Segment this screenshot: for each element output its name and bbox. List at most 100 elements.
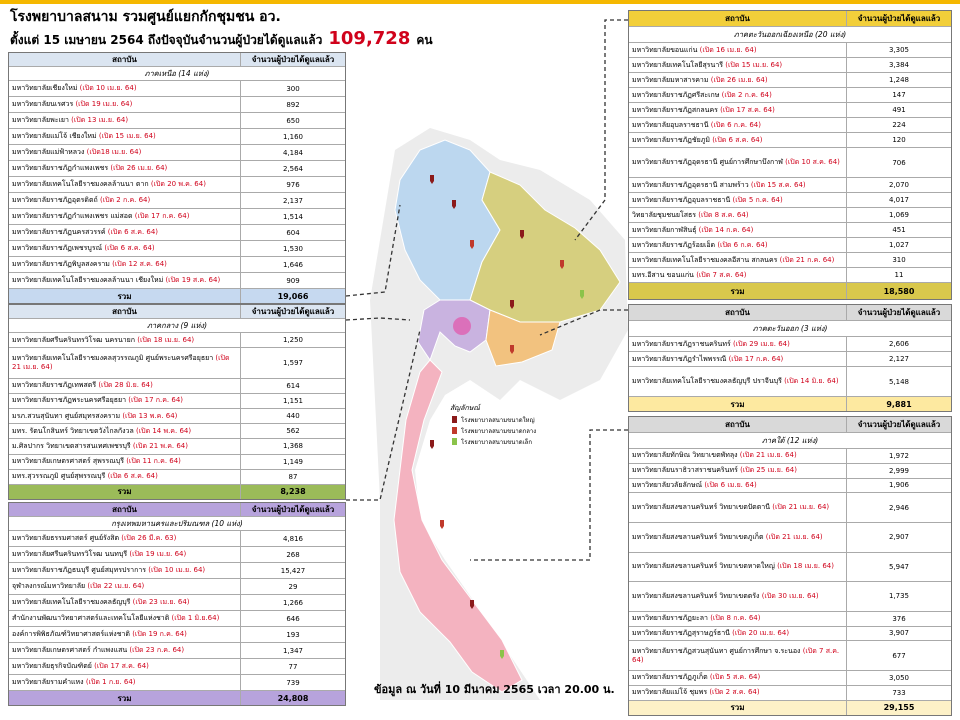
opening-date: (เปิด 16 เม.ย. 64) [699, 45, 757, 54]
patient-count: 733 [892, 688, 906, 697]
table-row: ม.ศิลปากร วิทยาเขตสารสนเทศเพชรบุรี (เปิด… [9, 439, 345, 455]
header-cell: สถาบัน [629, 305, 847, 320]
name-cell: มหาวิทยาลัยนราธิวาสราชนครินทร์ (เปิด 25 … [629, 463, 847, 478]
name-cell: มหาวิทยาลัยราชภัฏรำไพพรรณี (เปิด 17 ก.ค.… [629, 352, 847, 366]
connectors [345, 19, 628, 561]
table-row: มหาวิทยาลัยขอนแก่น (เปิด 16 เม.ย. 64) 3,3… [629, 43, 951, 58]
table-row: มทร.สุวรรณภูมิ ศูนย์สุพรรณบุรี (เปิด 6 ส… [9, 469, 345, 485]
institution-name: มหาวิทยาลัยศรีนครินทรวิโรฒ นครนายก [12, 335, 135, 344]
opening-date: (เปิด 2 ก.ค. 64) [99, 196, 151, 204]
name-wrap: มหาวิทยาลัยราชภัฏพระนครศรีอยุธยา (เปิด 1… [12, 395, 183, 406]
institution-name: มหาวิทยาลัยศรีนครินทรวิโรฒ นนทบุรี [12, 550, 128, 558]
table-row: องค์การพิพิธภัณฑ์วิทยาศาสตร์แห่งชาติ (เป… [9, 627, 345, 643]
patient-count: 976 [286, 180, 300, 189]
institution-name: มหาวิทยาลัยเทคโนโลยีราชมงคลล้านนา ตาก [12, 180, 149, 188]
grand-total: 109,728 [328, 28, 411, 49]
total-label: รวม [9, 289, 241, 303]
opening-date: (เปิด 21 ก.ค. 64) [779, 255, 835, 264]
opening-date: (เปิด 6 ส.ค. 64) [712, 135, 763, 144]
name-cell: มหาวิทยาลัยราชภัฏสกลนคร (เปิด 17 ส.ค. 64… [629, 103, 847, 117]
patient-count: 1,248 [888, 76, 910, 84]
opening-date: (เปิด 12 ส.ค. 64) [112, 260, 167, 268]
page-title: โรงพยาบาลสนาม รวมศูนย์แยกกักชุมชน อว. [10, 9, 281, 25]
legend-label: โรงพยาบาลสนามขนาดใหญ่ [461, 416, 535, 424]
patient-count: 2,907 [888, 533, 910, 542]
patient-count: 2,606 [888, 340, 910, 348]
region-title: กรุงเทพมหานครและปริมณฑล (10 แห่ง) [9, 517, 345, 531]
institution-name: มหาวิทยาลัยธุรกิจบัณฑิตย์ [12, 662, 92, 670]
institution-name: จุฬาลงกรณ์มหาวิทยาลัย [12, 582, 86, 590]
name-wrap: มหาวิทยาลัยราชภัฏชัยภูมิ (เปิด 6 ส.ค. 64… [632, 135, 763, 146]
patient-count: 562 [286, 427, 300, 436]
header-cell: จำนวนผู้ป่วยได้ดูแลแล้ว [241, 503, 345, 516]
opening-date: (เปิด 26 มี.ค. 63) [121, 534, 177, 542]
institution-name: มหาวิทยาลัยเกษตรศาสตร์ กำแพงแสน [12, 646, 128, 654]
name-cell: จุฬาลงกรณ์มหาวิทยาลัย (เปิด 22 เม.ย. 64) [9, 579, 241, 594]
name-cell: มหาวิทยาลัยราชภัฏพระนครศรีอยุธยา (เปิด 1… [9, 393, 241, 408]
table-row: มหาวิทยาลัยเกษตรศาสตร์ กำแพงแสน (เปิด 23… [9, 643, 345, 659]
name-wrap: วิทยาลัยชุมชนยโสธร (เปิด 8 ส.ค. 64) [632, 210, 749, 221]
opening-date: (เปิด 19 เม.ย. 64) [75, 100, 133, 108]
patient-count: 1,347 [282, 646, 304, 655]
patient-count: 2,999 [888, 466, 910, 475]
name-wrap: มหาวิทยาลัยราชภัฏอุตรดิตถ์ (เปิด 2 ก.ค. … [12, 195, 150, 206]
institution-name: มหาวิทยาลัยสงขลานครินทร์ วิทยาเขตตรัง [632, 591, 760, 600]
patient-count: 4,816 [282, 534, 304, 543]
name-wrap: มหาวิทยาลัยราชภัฏอุดรธานี สามพร้าว (เปิด… [632, 180, 806, 191]
opening-date: (เปิด 1 มิ.ย.64) [171, 614, 220, 622]
institution-name: มหาวิทยาลัยพะเยา [12, 116, 69, 124]
region-title: ภาคเหนือ (14 แห่ง) [9, 67, 345, 81]
header-text: สถาบัน [112, 505, 137, 514]
patient-count: 677 [892, 651, 906, 660]
opening-date: (เปิด 10 ส.ค. 64) [785, 158, 840, 166]
name-cell: มหาวิทยาลัยราชภัฏชัยภูมิ (เปิด 6 ส.ค. 64… [629, 133, 847, 147]
table-row: มหาวิทยาลัยราชภัฏยะลา (เปิด 8 ก.ค. 64) 37… [629, 611, 951, 627]
name-cell: มหาวิทยาลัยเทคโนโลยีราชมงคลล้านนา ตาก (เ… [9, 177, 241, 192]
table-row: มหาวิทยาลัยราชภัฏพิบูลสงคราม (เปิด 12 ส.… [9, 257, 345, 273]
header-cell: สถาบัน [629, 417, 847, 432]
name-wrap: มหาวิทยาลัยสงขลานครินทร์ วิทยาเขตภูเก็ต … [632, 533, 823, 542]
opening-date: (เปิด 6 ก.ค. 64) [717, 240, 768, 249]
institution-name: มหาวิทยาลัยราชภัฏพิบูลสงคราม [12, 260, 110, 268]
table-row: มหาวิทยาลัยราชภัฏอุตรดิตถ์ (เปิด 2 ก.ค. … [9, 193, 345, 209]
opening-date: (เปิด 6 ก.ค. 64) [710, 120, 761, 129]
table-row: มหาวิทยาลัยธุรกิจบัณฑิตย์ (เปิด 17 ส.ค. … [9, 659, 345, 675]
opening-date: (เปิด 6 เม.ย. 64) [704, 480, 757, 489]
name-cell: มหาวิทยาลัยราชภัฏเพชรบูรณ์ (เปิด 6 ส.ค. … [9, 241, 241, 256]
name-wrap: มหาวิทยาลัยนเรศวร (เปิด 19 เม.ย. 64) [12, 99, 132, 110]
header-cell: จำนวนผู้ป่วยได้ดูแลแล้ว [847, 417, 951, 432]
table-header: สถาบัน จำนวนผู้ป่วยได้ดูแลแล้ว [629, 11, 951, 27]
header-text: สถาบัน [725, 420, 750, 429]
name-cell: มหาวิทยาลัยนเรศวร (เปิด 19 เม.ย. 64) [9, 97, 241, 112]
patient-count: 224 [892, 121, 906, 129]
header-text: จำนวนผู้ป่วยได้ดูแลแล้ว [251, 307, 335, 316]
name-cell: มหาวิทยาลัยสงขลานครินทร์ วิทยาเขตปัตตานี… [629, 493, 847, 522]
institution-name: มหาวิทยาลัยเชียงใหม่ [12, 84, 78, 92]
name-cell: มหาวิทยาลัยเกษตรศาสตร์ กำแพงแสน (เปิด 23… [9, 643, 241, 658]
name-cell: สำนักงานพัฒนาวิทยาศาสตร์และเทคโนโลยีแห่ง… [9, 611, 241, 626]
table-row: มหาวิทยาลัยทักษิณ วิทยาเขตพัทลุง (เปิด 2… [629, 449, 951, 464]
header-text: จำนวนผู้ป่วยได้ดูแลแล้ว [857, 308, 941, 317]
opening-date: (เปิด 10 เม.ย. 64) [79, 84, 137, 92]
region-title: ภาคใต้ (12 แห่ง) [629, 433, 951, 449]
table-row: มหาวิทยาลัยแม่ฟ้าหลวง (เปิด18 เม.ย. 64) 4… [9, 145, 345, 161]
name-wrap: มหาวิทยาลัยราชภัฏสวนสุนันทา ศูนย์การศึกษ… [632, 647, 843, 665]
table-row: มทร.อีสาน ขอนแก่น (เปิด 7 ส.ค. 64) 11 [629, 268, 951, 283]
table-row: มหาวิทยาลัยราชภัฏกำแพงเพชร (เปิด 26 เม.ย… [9, 161, 345, 177]
name-wrap: มหาวิทยาลัยราชภัฏภูเก็ต (เปิด 5 ส.ค. 64) [632, 672, 760, 683]
patient-count: 1,069 [888, 211, 910, 219]
opening-date: (เปิด 21 พ.ค. 64) [132, 441, 188, 450]
table-row: มหาวิทยาลัยเทคโนโลยีราชมงคลล้านนา ตาก (เ… [9, 177, 345, 193]
total-label: รวม [629, 700, 847, 715]
header-text: จำนวนผู้ป่วยได้ดูแลแล้ว [857, 420, 941, 429]
table-row: มหาวิทยาลัยราชภัฏธนบุรี ศูนย์สมุทรปราการ… [9, 563, 345, 579]
name-cell: มหาวิทยาลัยเทคโนโลยีราชมงคลอีสาน สกลนคร … [629, 253, 847, 267]
patient-count: 739 [286, 678, 300, 687]
patient-count: 2,070 [888, 181, 910, 189]
institution-name: มหาวิทยาลัยเทคโนโลยีราชมงคลอีสาน สกลนคร [632, 255, 778, 264]
header-text: สถาบัน [725, 14, 750, 23]
institution-name: มทร. รัตนโกสินทร์ วิทยาเขตวังไกลกังวล [12, 426, 134, 435]
opening-date: (เปิด 8 ส.ค. 64) [698, 210, 749, 219]
opening-date: (เปิด 2 ก.ค. 64) [721, 90, 772, 99]
total-value: 29,155 [883, 703, 915, 713]
